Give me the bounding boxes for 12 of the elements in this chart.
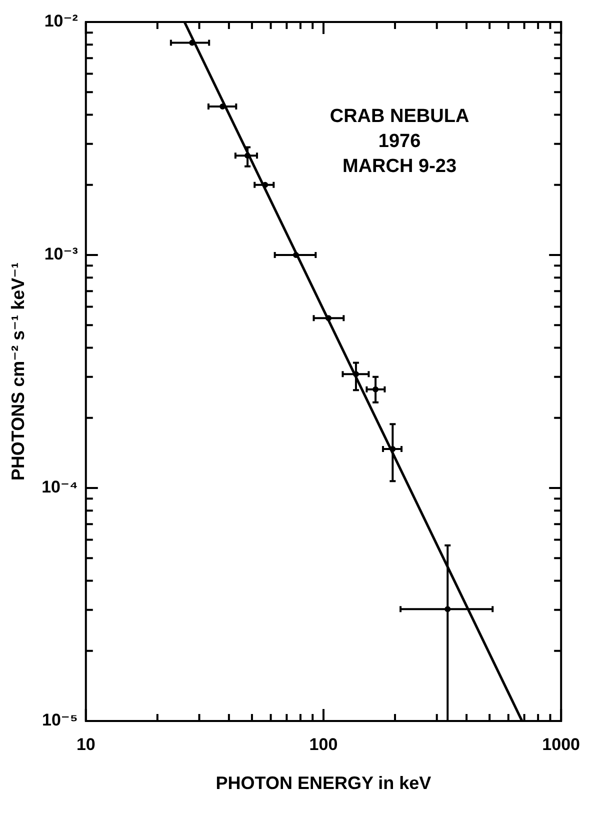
- y-tick-label: 10⁻³: [44, 244, 78, 264]
- y-tick-label: 10⁻⁵: [42, 710, 78, 730]
- x-axis-title: PHOTON ENERGY in keV: [216, 773, 432, 794]
- y-tick-label: 10⁻⁴: [42, 478, 78, 497]
- y-axis-title: PHOTONS cm⁻² s⁻¹ keV⁻¹: [8, 262, 28, 481]
- x-tick-label: 10: [76, 734, 96, 754]
- annotation: 1976: [378, 131, 421, 152]
- annotation: MARCH 9-23: [342, 156, 457, 178]
- annotation: CRAB NEBULA: [330, 106, 470, 128]
- x-tick-label: 100: [309, 734, 338, 754]
- x-tick-label: 1000: [542, 734, 580, 754]
- y-tick-label: 10⁻²: [44, 12, 78, 31]
